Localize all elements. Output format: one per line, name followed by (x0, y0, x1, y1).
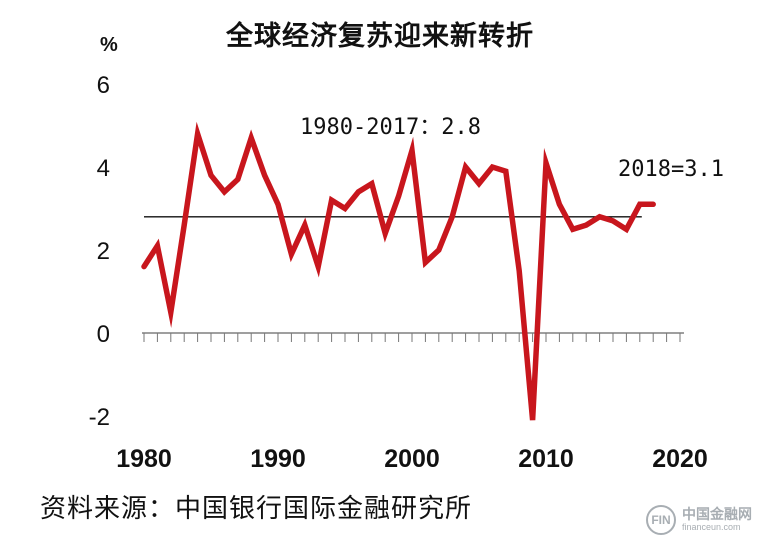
y-axis-unit: % (100, 34, 118, 56)
y-tick-label: 4 (97, 155, 110, 182)
y-tick-label: 2 (97, 238, 110, 265)
watermark-cn: 中国金融网 (682, 506, 752, 523)
growth-series-line (141, 121, 656, 421)
y-tick-label: -2 (89, 404, 110, 431)
source-note: 资料来源：中国银行国际金融研究所 (40, 494, 473, 524)
watermark: FIN 中国金融网 financeun.com (646, 505, 752, 535)
chart-title: 全球经济复苏迎来新转折 (226, 21, 534, 52)
y-tick-label: 6 (97, 72, 110, 99)
x-tick-label: 2000 (384, 445, 440, 473)
average-annotation: 1980-2017：2.8 (300, 115, 481, 140)
y-tick-label: 0 (97, 321, 110, 348)
x-tick-label: 2020 (652, 445, 708, 473)
x-tick-label: 2010 (518, 445, 574, 473)
x-tick-label: 1990 (250, 445, 306, 473)
watermark-en: financeun.com (682, 521, 741, 532)
x-tick-label: 1980 (116, 445, 172, 473)
last-value-annotation: 2018=3.1 (618, 157, 724, 182)
watermark-logo-icon: FIN (646, 505, 676, 535)
